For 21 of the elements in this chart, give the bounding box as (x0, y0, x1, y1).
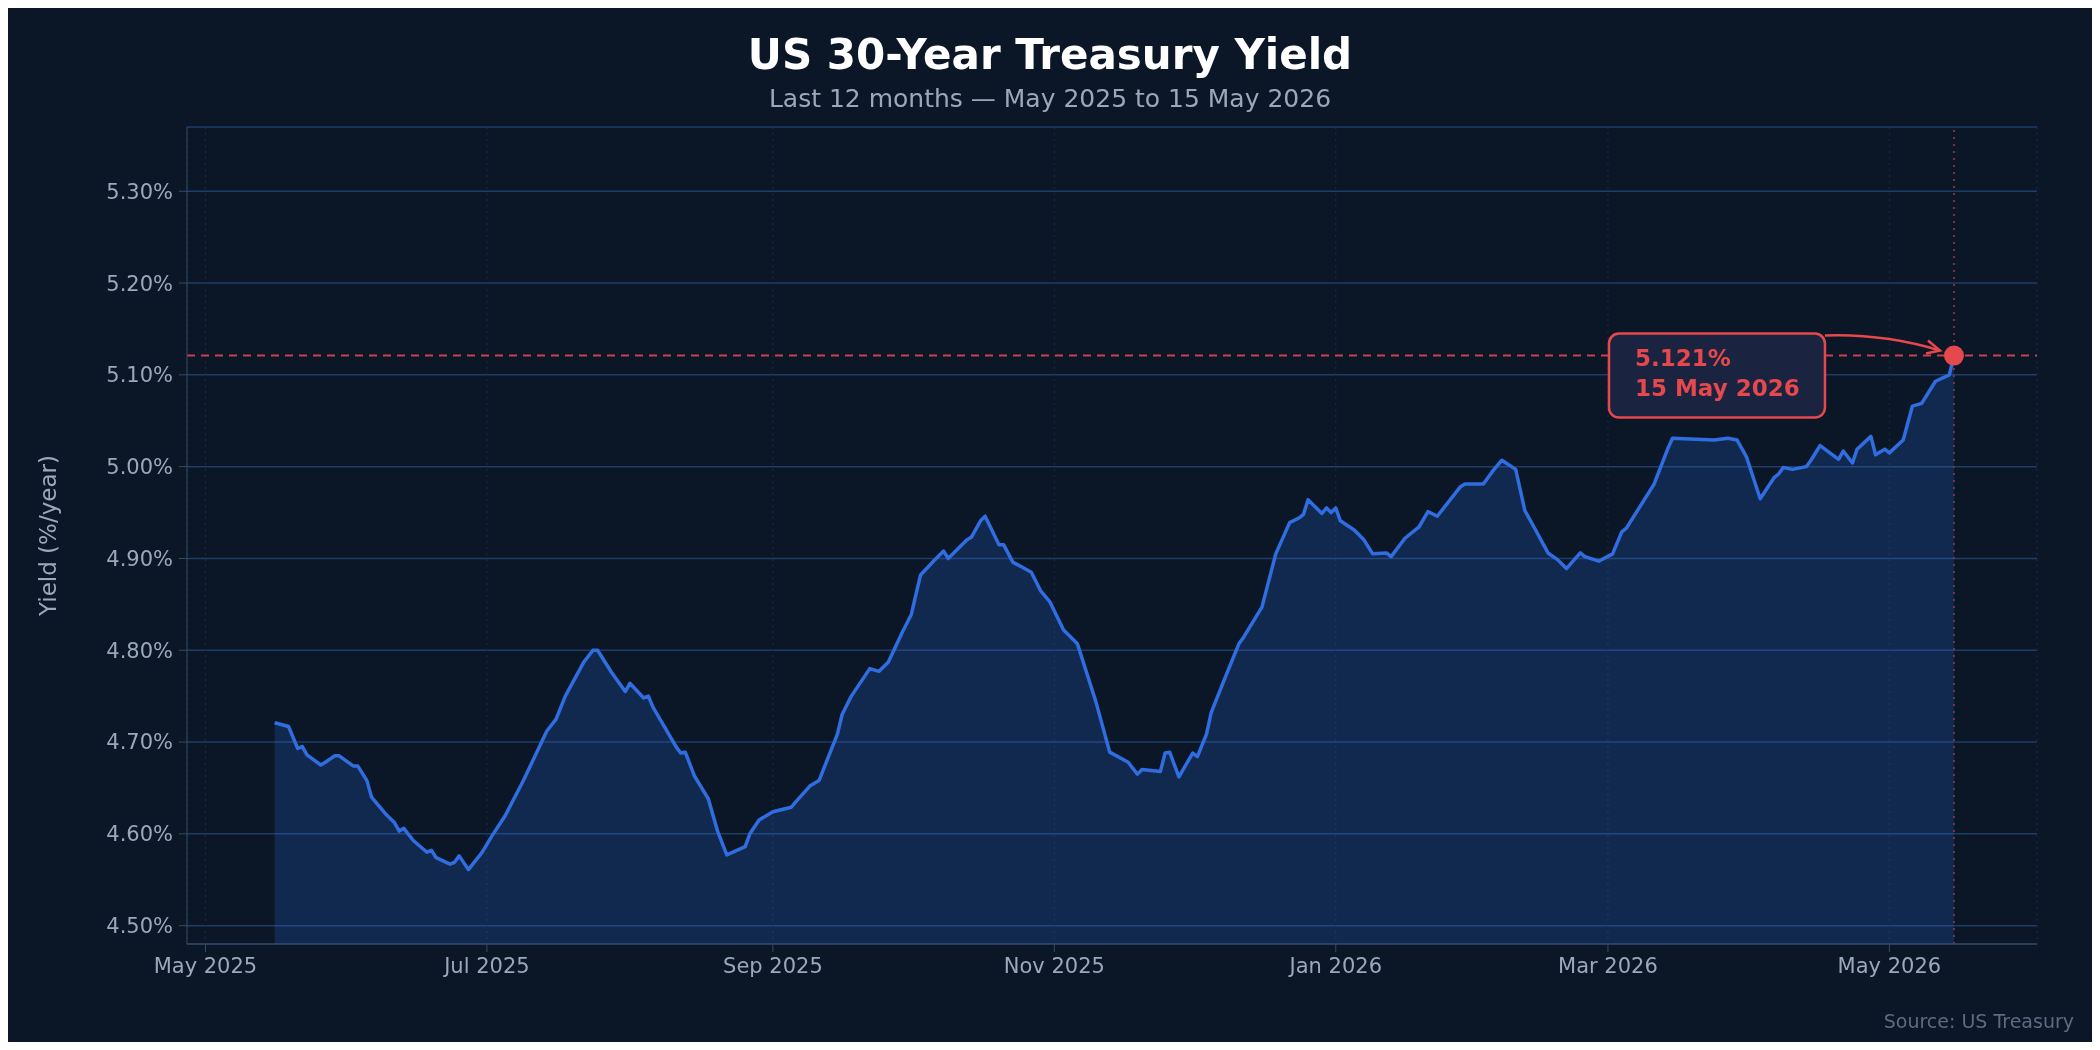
y-tick-label: 4.60% (106, 822, 173, 847)
y-tick-label: 5.10% (106, 363, 173, 388)
y-tick-label: 4.70% (106, 730, 173, 755)
x-tick-label: Jul 2025 (442, 953, 530, 978)
annotation: 5.121% 15 May 2026 (1634, 344, 1800, 401)
y-tick-label: 5.30% (106, 179, 173, 204)
y-tick-label: 5.20% (106, 271, 173, 296)
x-tick-label: Nov 2025 (1003, 953, 1105, 978)
chart-title: US 30-Year Treasury Yield (746, 30, 1354, 79)
x-tick-label: May 2025 (153, 953, 258, 978)
y-tick-label: 4.50% (106, 914, 173, 939)
x-tick-label: Jan 2026 (1287, 953, 1382, 978)
x-tick-label: May 2026 (1837, 953, 1942, 978)
y-axis-title: Yield (%/year) (35, 455, 62, 617)
x-tick-label: Sep 2025 (723, 953, 823, 978)
source-note: Source: US Treasury (1883, 1010, 2074, 1032)
x-tick-label: Mar 2026 (1558, 953, 1658, 978)
chart-subtitle: Last 12 months — May 2025 to 15 May 2026 (767, 84, 1333, 113)
y-tick-label: 4.80% (106, 638, 173, 663)
y-tick-label: 5.00% (106, 455, 173, 480)
y-tick-label: 4.90% (106, 546, 173, 571)
